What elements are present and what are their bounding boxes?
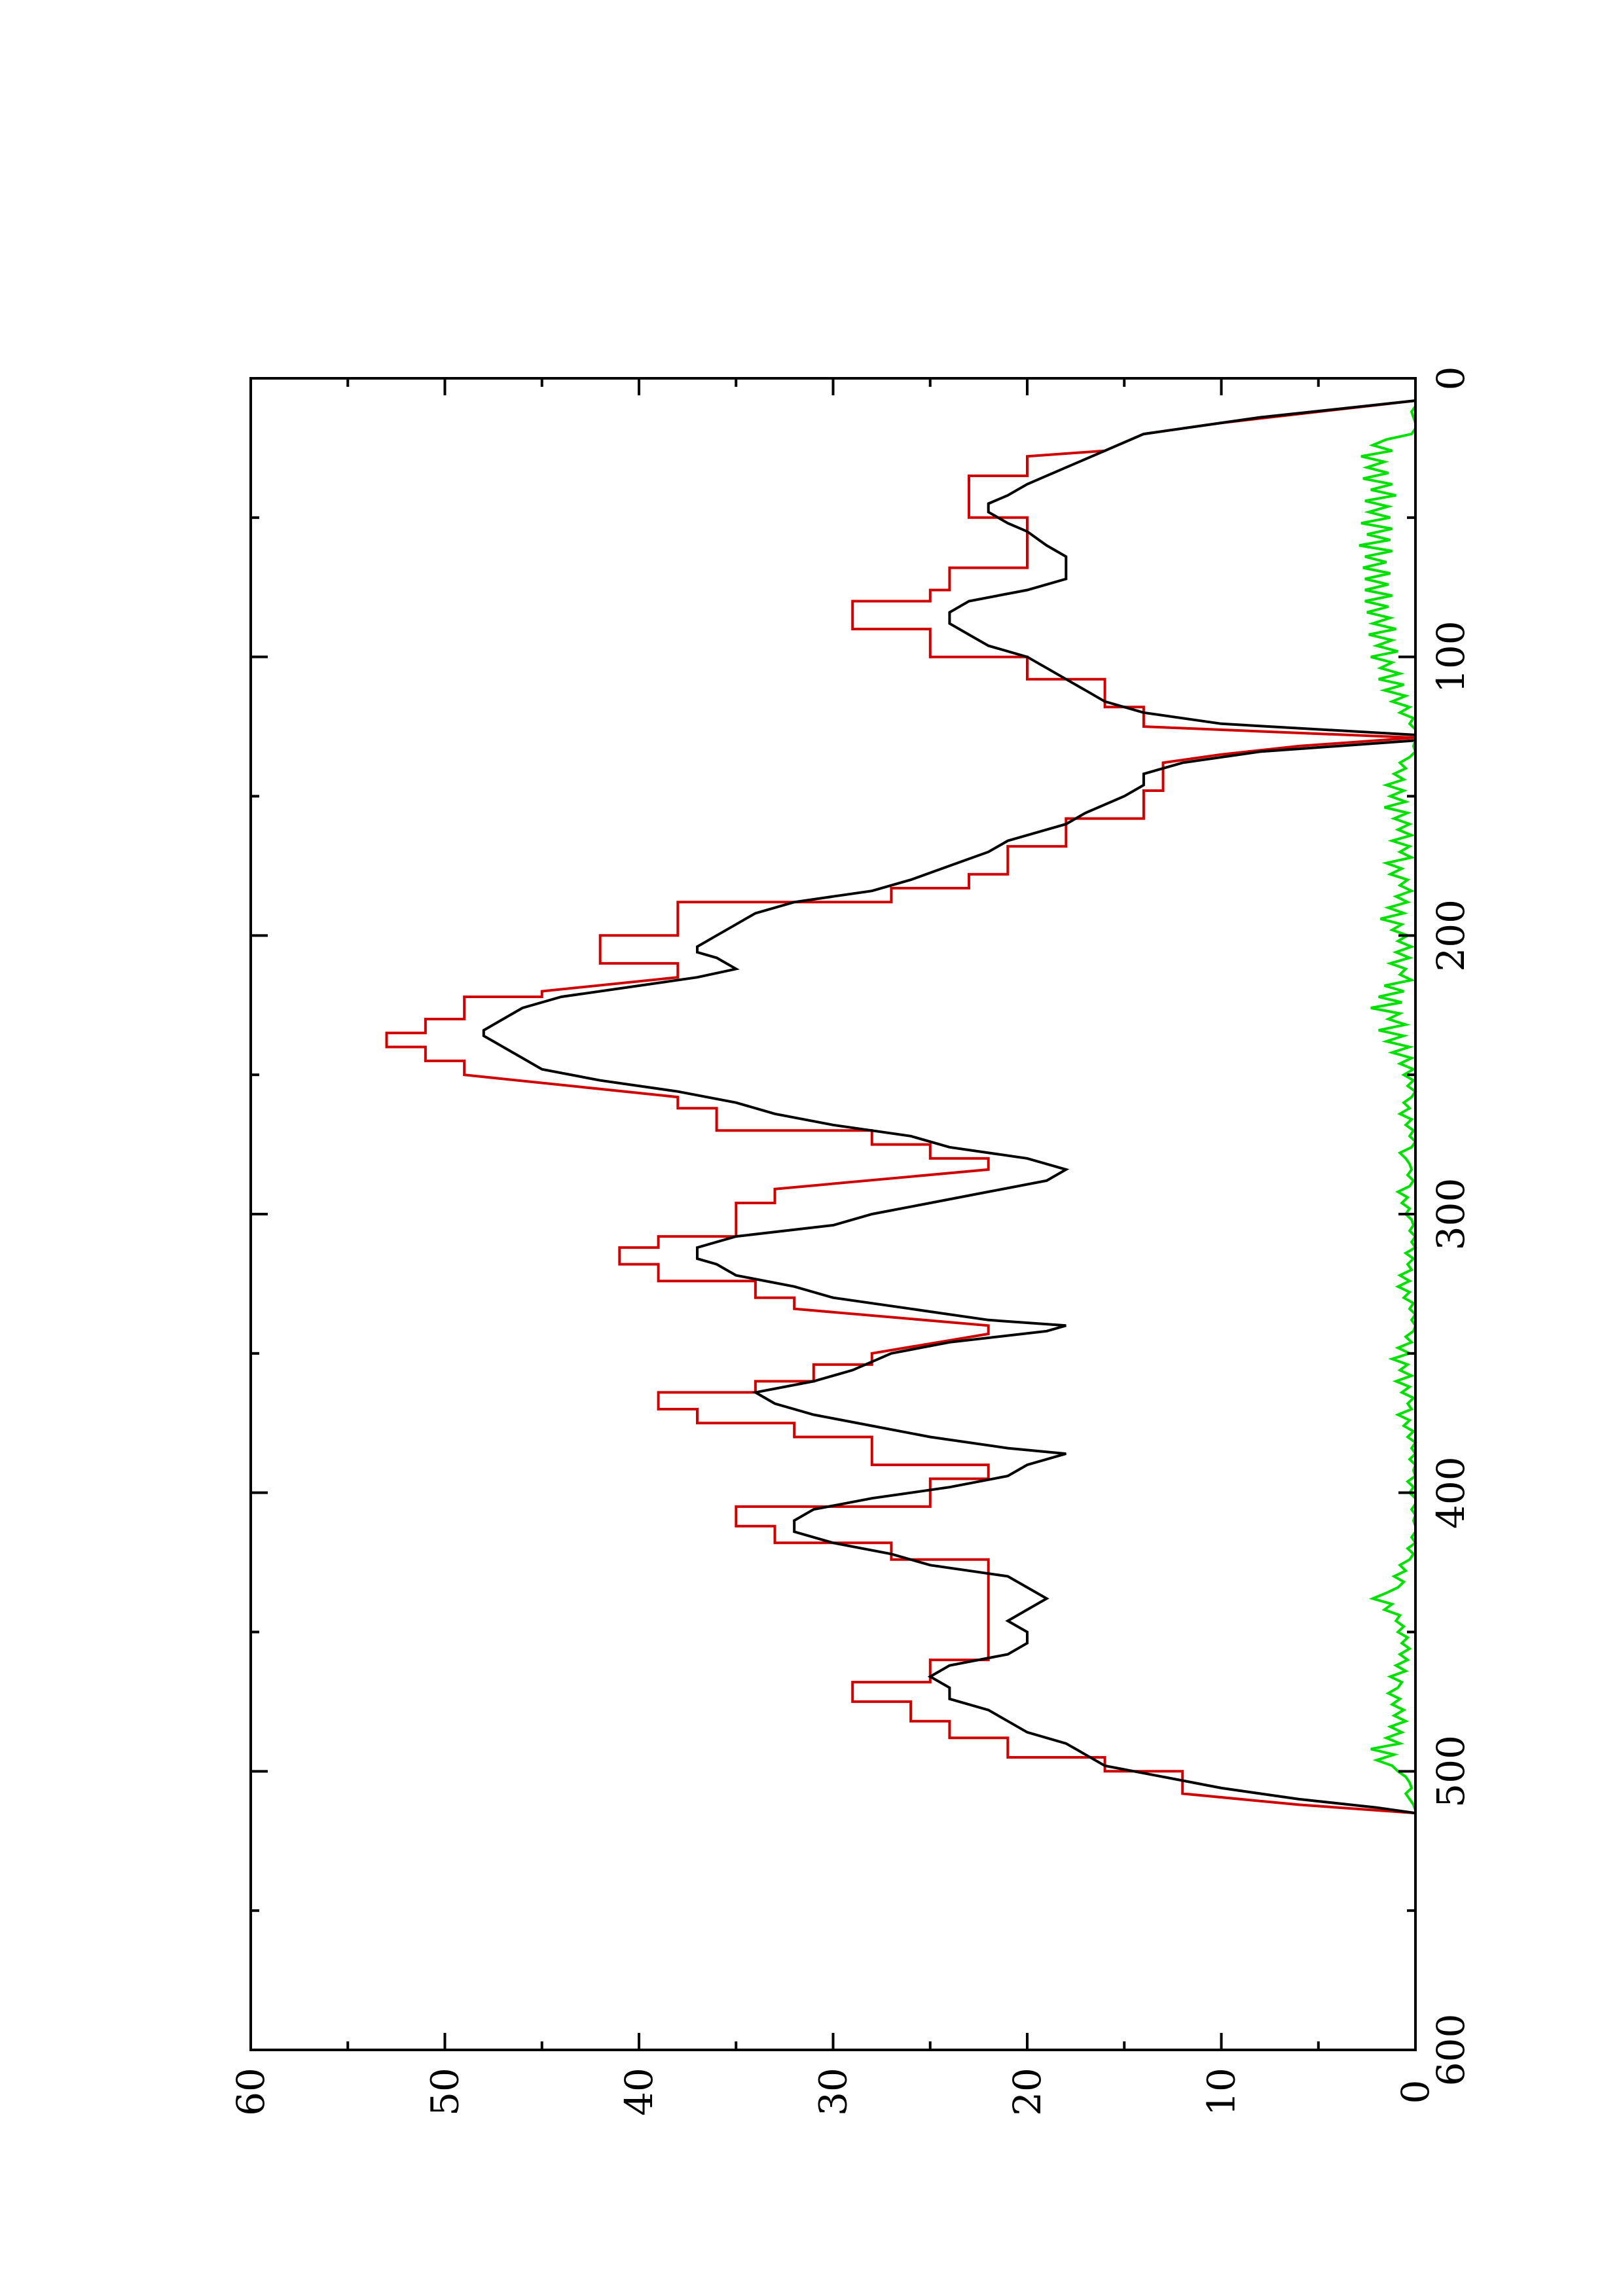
y-tick-label: 30 (811, 2068, 856, 2116)
y-tick-label: 60 (228, 2068, 273, 2116)
y-tick-label: 40 (617, 2068, 661, 2116)
x-tick-label: 300 (1429, 1178, 1473, 1251)
chart-marks (385, 378, 1417, 1816)
x-tick-label: 400 (1429, 1456, 1473, 1529)
x-tick-label: 100 (1429, 620, 1473, 693)
series-line-2 (482, 378, 1417, 1815)
y-tick-label: 10 (1199, 2068, 1244, 2116)
y-tick-label: 50 (423, 2068, 467, 2116)
series-line-3 (1359, 378, 1417, 1816)
y-tick-label: 20 (1005, 2068, 1049, 2116)
y-tick-label: 0 (1393, 2080, 1438, 2104)
series-line-1 (385, 378, 1417, 1815)
x-tick-label: 500 (1429, 1735, 1473, 1808)
x-tick-label: 0 (1429, 367, 1473, 391)
axis-ticks (249, 377, 1417, 2051)
x-tick-label: 200 (1429, 899, 1473, 972)
x-tick-label: 600 (1429, 2014, 1473, 2087)
